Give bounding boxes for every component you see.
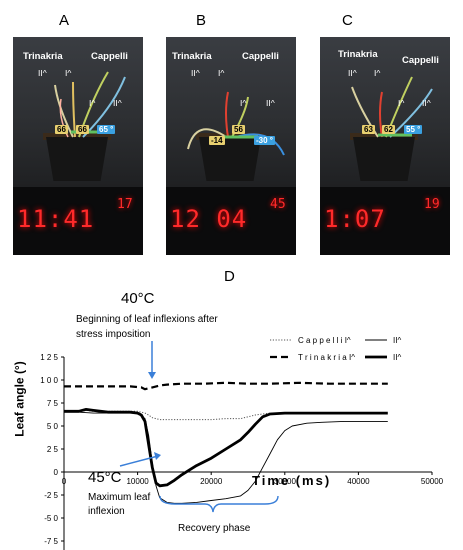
- series-line-1: [63, 409, 388, 421]
- plant-leaves-c: [351, 76, 433, 138]
- x-tick-label: 20000: [200, 477, 223, 486]
- legend-label-3: T r i n a k r i a I^: [298, 353, 355, 362]
- mark-ii-left: II^: [38, 68, 47, 78]
- arrow-beginning-head: [148, 372, 156, 379]
- y-tick-label: 2 5: [47, 445, 59, 454]
- left-cultivar-label: Trinakria: [172, 51, 212, 62]
- clock-seconds: 19: [424, 197, 440, 212]
- annotation-temp-45: 45°C: [88, 469, 122, 486]
- clock-seconds: 45: [270, 197, 286, 212]
- mark-ii-right: II^: [266, 98, 275, 108]
- angle-tag-2: 66: [76, 125, 89, 134]
- left-cultivar-label: Trinakria: [338, 49, 378, 60]
- chart-series: [63, 381, 388, 504]
- chart-ticks: 1 2 51 0 07 55 02 50-2 5-5 0-7 5-1 0 001…: [40, 353, 444, 546]
- y-tick-label: -7 5: [44, 537, 58, 546]
- angle-tag-2: 56: [232, 125, 245, 134]
- mark-i-left: I^: [374, 68, 381, 78]
- angle-tag-3: -30 °: [254, 136, 275, 145]
- angle-tag-3: 65 °: [97, 125, 116, 134]
- series-line-2: [64, 411, 388, 504]
- chart-annotations: [119, 341, 279, 513]
- annotation-maximum: Maximum leaf inflexion: [88, 492, 151, 517]
- x-axis-label: Time (ms): [252, 473, 332, 488]
- series-line-3: [64, 381, 388, 391]
- annotation-beginning: Beginning of leaf inflexions after stres…: [76, 314, 218, 340]
- clock-display: 1:07: [324, 205, 386, 233]
- panel-letter-a: A: [59, 12, 70, 29]
- mark-i-left: I^: [218, 68, 225, 78]
- photo-panel-a: Trinakria Cappelli II^ I^ I^ II^ 66 66 6…: [13, 37, 143, 255]
- photo-panel-b: Trinakria Cappelli II^ I^ I^ II^ -14 56 …: [166, 37, 296, 255]
- mark-ii-right: II^: [422, 98, 431, 108]
- y-tick-label: 1 0 0: [40, 376, 58, 385]
- legend-label-1: C a p p e l l i I^: [298, 336, 351, 345]
- left-cultivar-label: Trinakria: [23, 51, 63, 62]
- legend-label-4: II^: [393, 353, 401, 362]
- angle-tag-1: -14: [209, 136, 225, 145]
- y-tick-label: 7 5: [47, 399, 59, 408]
- x-tick-label: 50000: [421, 477, 444, 486]
- angle-tag-2: 62: [382, 125, 395, 134]
- annotation-recovery: Recovery phase: [178, 523, 251, 534]
- mark-ii-left: II^: [348, 68, 357, 78]
- arrow-maximum-head: [154, 452, 161, 460]
- y-tick-label: 5 0: [47, 422, 59, 431]
- angle-tag-1: 63: [362, 125, 375, 134]
- series-line-4: [64, 408, 388, 488]
- clock-display: 11:41: [17, 205, 95, 233]
- chart-axes: [63, 357, 432, 550]
- panel-letter-d: D: [224, 268, 235, 285]
- right-cultivar-label: Cappelli: [242, 51, 279, 62]
- mark-i-right: I^: [398, 98, 405, 108]
- clock-seconds: 17: [117, 197, 133, 212]
- photo-panel-c: Trinakria Cappelli II^ I^ I^ II^ 63 62 5…: [320, 37, 450, 255]
- x-tick-label: 0: [62, 477, 67, 486]
- x-tick-label: 30000: [274, 477, 297, 486]
- panel-letter-c: C: [342, 12, 353, 29]
- y-axis-label: Leaf angle (°): [12, 361, 27, 437]
- arrow-maximum: [119, 455, 159, 467]
- mark-ii-right: II^: [113, 98, 122, 108]
- angle-tag-1: 66: [55, 125, 68, 134]
- plant-pot: [353, 137, 415, 181]
- legend-label-2: II^: [393, 336, 401, 345]
- y-tick-label: 1 2 5: [40, 353, 58, 362]
- chart-legend: C a p p e l l i I^ II^ T r i n a k r i a I…: [270, 336, 401, 362]
- mark-i-left: I^: [65, 68, 72, 78]
- plant-pot: [46, 137, 108, 181]
- panel-letter-b: B: [196, 12, 207, 29]
- y-tick-label: -2 5: [44, 491, 58, 500]
- x-tick-label: 40000: [347, 477, 370, 486]
- recovery-bracket: [159, 495, 279, 513]
- x-tick-label: 10000: [126, 477, 149, 486]
- mark-i-right: I^: [240, 98, 247, 108]
- mark-ii-left: II^: [191, 68, 200, 78]
- y-tick-label: -5 0: [44, 514, 58, 523]
- mark-i-right: I^: [89, 98, 96, 108]
- annotation-temp-40: 40°C: [121, 290, 155, 307]
- angle-tag-3: 55 °: [404, 125, 423, 134]
- right-cultivar-label: Cappelli: [402, 55, 439, 66]
- y-tick-label: 0: [54, 468, 59, 477]
- leaf-angle-chart: 1 2 51 0 07 55 02 50-2 5-5 0-7 5-1 0 001…: [40, 336, 444, 550]
- right-cultivar-label: Cappelli: [91, 51, 128, 62]
- clock-display: 12 04: [170, 205, 248, 233]
